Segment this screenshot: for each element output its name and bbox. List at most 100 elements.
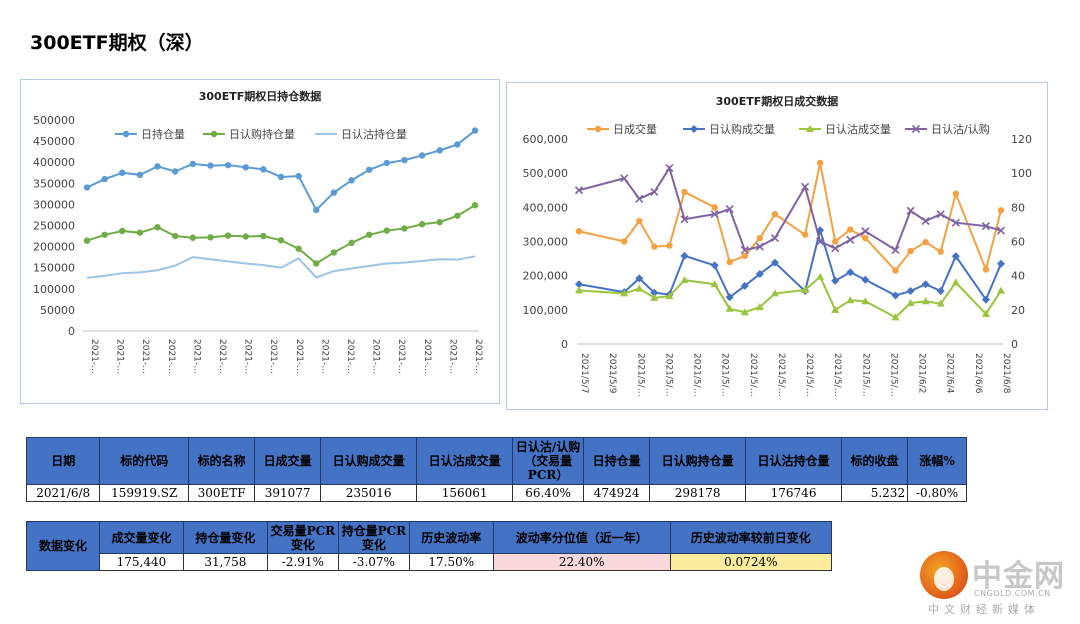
cell-call-volume: 235016: [320, 484, 418, 502]
data-point: [740, 281, 749, 290]
col-code: 标的代码: [99, 437, 190, 485]
data-point: [831, 276, 840, 285]
data-point: [277, 237, 285, 244]
volume-chart: 300ETF期权日成交数据 0 100,000 200,000 300,000 400,0…: [506, 82, 1048, 410]
change-table: 数据变化 成交量变化 持仓量变化 交易量PCR变化 持仓量PCR变化 历史波动率…: [26, 521, 833, 571]
y2-tick-label: 100: [1011, 167, 1032, 180]
data-point: [936, 287, 945, 296]
data-point: [348, 239, 355, 247]
legend-marker: [594, 125, 602, 133]
data-point: [330, 189, 338, 196]
data-point: [83, 237, 91, 244]
y-tick-label: 300000: [33, 198, 75, 211]
y2-tick-label: 20: [1011, 304, 1025, 317]
legend-label: 日认沽成交量: [825, 122, 891, 136]
legend-label: 日认购成交量: [709, 122, 775, 136]
data-point: [574, 186, 584, 195]
x-tick-label: 2021-…: [140, 339, 150, 374]
legend-marker: [806, 125, 814, 132]
x-tick-label: 2021-…: [447, 339, 457, 374]
y-tick-label: 0: [561, 338, 568, 351]
data-point: [224, 232, 232, 239]
y-tick-label: 100,000: [523, 304, 569, 317]
data-point: [891, 291, 900, 300]
data-point: [171, 168, 179, 175]
series-0-line: [86, 129, 476, 212]
data-point: [770, 289, 779, 297]
cell-volume-pcr: 66.40%: [512, 484, 585, 502]
legend-marker: [911, 124, 921, 134]
volume-chart-svg: 300ETF期权日成交数据 0 100,000 200,000 300,000 400,0…: [523, 94, 1033, 397]
x-tick-label: 2021-…: [294, 339, 304, 374]
legend-label: 日认购持仓量: [229, 127, 295, 141]
x-tick-label: 2021-…: [422, 339, 432, 374]
data-point: [136, 171, 144, 179]
data-point: [242, 233, 249, 240]
cell-hist-vol-change: 0.0724%: [669, 553, 833, 571]
cell-put-holding: 176746: [745, 484, 843, 502]
col-volume: 日成交量: [254, 437, 322, 485]
data-point: [575, 286, 583, 294]
data-point: [680, 215, 689, 224]
cell-close: 5.232: [841, 484, 909, 502]
y-tick-label: 500,000: [523, 167, 569, 180]
data-point: [861, 227, 870, 236]
data-point: [418, 152, 426, 159]
data-point: [680, 251, 689, 260]
cell-code: 159919.SZ: [99, 484, 190, 502]
data-point: [921, 216, 930, 226]
data-point: [996, 226, 1006, 235]
cell-change-pct: -0.80%: [907, 484, 967, 502]
data-point: [207, 162, 214, 169]
x-tick-label: 2021-…: [217, 339, 227, 374]
data-point: [242, 164, 249, 171]
data-point: [861, 275, 870, 284]
col-close: 标的收盘: [841, 437, 909, 485]
data-point: [726, 258, 733, 266]
data-point: [710, 280, 719, 288]
legend-marker: [122, 130, 130, 138]
legend-label: 日认沽/认购: [931, 122, 990, 136]
data-point: [832, 238, 839, 245]
data-point: [725, 293, 734, 302]
y-tick-label: 200000: [33, 241, 75, 254]
data-point: [620, 174, 629, 183]
x-tick-label: 2021/5/…: [663, 353, 673, 397]
data-point: [847, 226, 854, 233]
data-point: [997, 286, 1005, 294]
data-point: [83, 184, 91, 191]
data-point: [136, 229, 144, 236]
data-point: [816, 226, 825, 235]
y-tick-label: 50000: [40, 304, 75, 317]
col-volume-change: 成交量变化: [99, 521, 184, 554]
table-row: 2021/6/8 159919.SZ 300ETF 391077 235016 …: [25, 484, 967, 502]
data-point: [101, 231, 108, 238]
data-point: [383, 159, 391, 167]
data-point: [922, 238, 929, 246]
x-tick-label: 2021/6/8: [1001, 353, 1011, 394]
data-point: [756, 234, 764, 242]
data-point: [207, 234, 214, 241]
col-put-holding: 日认沽持仓量: [745, 437, 843, 485]
cell-call-holding: 298178: [649, 484, 747, 502]
data-point: [365, 231, 373, 238]
data-point: [635, 194, 644, 203]
col-put-volume: 日认沽成交量: [416, 437, 514, 485]
data-point: [801, 286, 810, 294]
y-tick-label: 0: [68, 325, 75, 338]
data-point: [951, 252, 960, 261]
cell-put-volume: 156061: [416, 484, 514, 502]
data-point: [313, 260, 320, 267]
data-point: [921, 297, 930, 305]
data-point: [436, 147, 443, 154]
data-point: [740, 245, 749, 255]
data-point: [224, 161, 232, 169]
data-point: [330, 249, 338, 256]
x-tick-label: 2021/5/…: [692, 353, 702, 397]
chart-title: 300ETF期权日持仓数据: [199, 89, 322, 103]
cell-hist-vol: 17.50%: [408, 553, 494, 571]
data-point: [401, 156, 408, 164]
col-hist-vol-change: 历史波动率较前日变化: [669, 521, 833, 554]
series-1-line: [86, 204, 476, 265]
data-point: [313, 206, 320, 214]
